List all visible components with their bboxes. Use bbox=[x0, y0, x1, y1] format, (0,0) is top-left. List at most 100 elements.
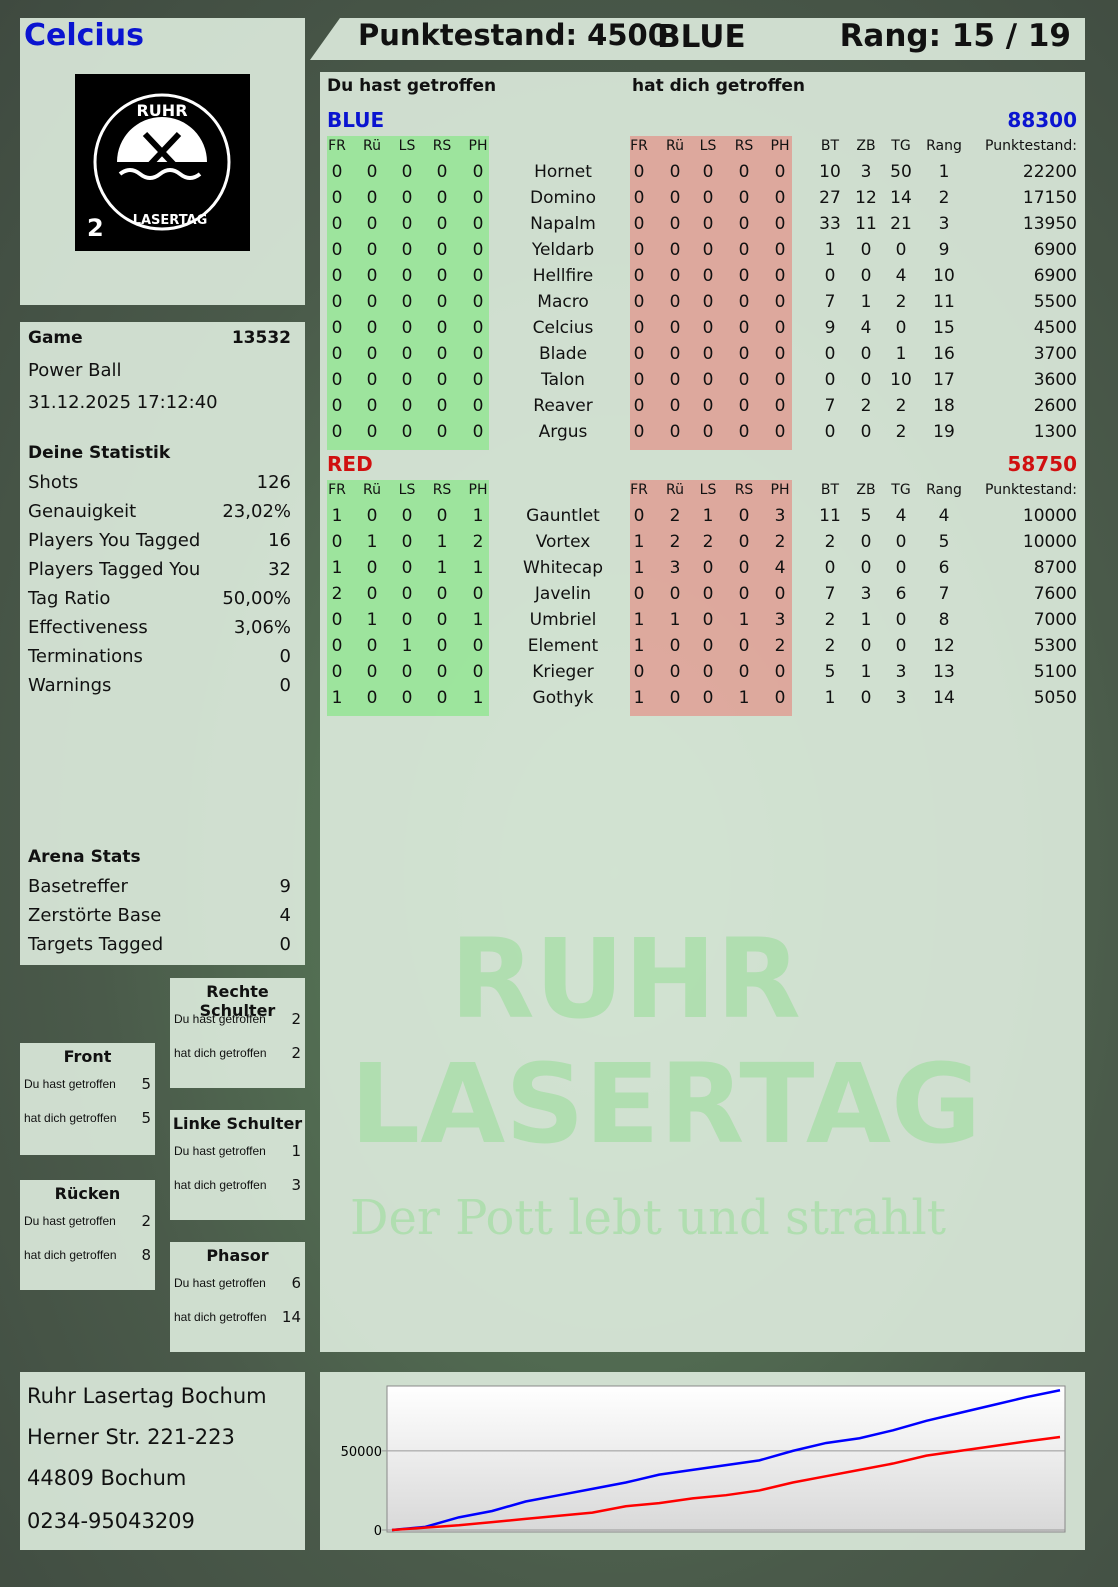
col-header: Rü bbox=[666, 138, 684, 154]
player-name: Celcius bbox=[24, 18, 144, 53]
you-hit-cell: 0 bbox=[436, 688, 448, 708]
you-hit-column-bg bbox=[327, 136, 489, 450]
arena-stat-value: 9 bbox=[279, 876, 291, 897]
col-header: LS bbox=[398, 482, 416, 498]
score-chart: 0 50000 bbox=[341, 1385, 1066, 1539]
you-hit-cell: 0 bbox=[401, 506, 413, 526]
you-hit-cell: 0 bbox=[436, 188, 448, 208]
hit-you-cell: 0 bbox=[774, 214, 786, 234]
player-name-cell: Celcius bbox=[532, 318, 594, 338]
rang-cell: 18 bbox=[933, 396, 955, 416]
player-name-cell: Gothyk bbox=[532, 688, 594, 708]
score-cell: 13950 bbox=[1022, 214, 1077, 234]
hit-you-cell: 3 bbox=[669, 558, 681, 578]
col-header: BT bbox=[820, 138, 840, 154]
zb-cell: 5 bbox=[860, 506, 872, 526]
score-cell: 5500 bbox=[1033, 292, 1077, 312]
col-header: FR bbox=[630, 138, 648, 154]
zb-cell: 0 bbox=[860, 240, 872, 260]
you-hit-cell: 0 bbox=[401, 558, 413, 578]
hit-you-cell: 0 bbox=[774, 370, 786, 390]
chart-panel: 0 50000 bbox=[320, 1372, 1085, 1550]
player-name-cell: Reaver bbox=[533, 396, 593, 416]
hit-you-cell: 1 bbox=[669, 610, 681, 630]
you-hit-cell: 0 bbox=[366, 506, 378, 526]
hit-you-cell: 0 bbox=[669, 584, 681, 604]
player-name-cell: Domino bbox=[530, 188, 596, 208]
team-total: 88300 bbox=[1007, 108, 1077, 132]
game-datetime-text: 31.12.2025 17:12:40 bbox=[28, 392, 218, 413]
you-hit-cell: 0 bbox=[331, 396, 343, 416]
arena-stat-value: 0 bbox=[279, 934, 291, 955]
you-hit-cell: 0 bbox=[436, 610, 448, 630]
player-name-cell: Napalm bbox=[530, 214, 596, 234]
score-cell: 3700 bbox=[1033, 344, 1077, 364]
rang-cell: 13 bbox=[933, 662, 955, 682]
rang-cell: 10 bbox=[933, 266, 955, 286]
stat-row: Effectiveness 3,06% bbox=[28, 617, 291, 638]
you-hit-cell: 0 bbox=[331, 240, 343, 260]
hit-you-column-bg bbox=[630, 480, 792, 716]
you-hit-cell: 0 bbox=[366, 584, 378, 604]
you-hit-cell: 0 bbox=[401, 396, 413, 416]
stat-value: 50,00% bbox=[222, 588, 291, 609]
you-hit-cell: 1 bbox=[472, 506, 484, 526]
col-header: FR bbox=[630, 482, 648, 498]
you-hit-cell: 0 bbox=[472, 370, 484, 390]
tg-cell: 3 bbox=[895, 662, 907, 682]
hit-you-cell: 0 bbox=[669, 370, 681, 390]
you-hit-cell: 0 bbox=[401, 532, 413, 552]
you-hit-cell: 0 bbox=[366, 318, 378, 338]
hit-you-cell: 0 bbox=[633, 584, 645, 604]
hit-you-cell: 0 bbox=[738, 558, 750, 578]
zb-cell: 0 bbox=[860, 370, 872, 390]
tg-cell: 2 bbox=[895, 292, 907, 312]
you-hit-cell: 0 bbox=[366, 558, 378, 578]
col-header: Rang bbox=[926, 482, 962, 498]
hit-you-cell: 0 bbox=[633, 240, 645, 260]
hit-you-cell: 0 bbox=[669, 396, 681, 416]
you-hit-cell: 0 bbox=[436, 396, 448, 416]
hit-you-cell: 0 bbox=[774, 266, 786, 286]
col-header: ZB bbox=[856, 138, 876, 154]
you-hit-value: 1 bbox=[291, 1142, 301, 1160]
you-hit-cell: 0 bbox=[472, 318, 484, 338]
stats-title-text: Deine Statistik bbox=[28, 443, 171, 463]
you-hit-cell: 0 bbox=[436, 292, 448, 312]
col-header: RS bbox=[734, 482, 754, 498]
you-hit-cell: 0 bbox=[401, 662, 413, 682]
col-header: TG bbox=[891, 138, 911, 154]
score-cell: 2600 bbox=[1033, 396, 1077, 416]
player-name-cell: Element bbox=[527, 636, 599, 656]
you-hit-cell: 0 bbox=[472, 396, 484, 416]
tg-cell: 21 bbox=[890, 214, 912, 234]
team-total: 58750 bbox=[1007, 452, 1077, 476]
rang-cell: 4 bbox=[938, 506, 950, 526]
hit-zone-title: Rücken bbox=[54, 1184, 121, 1203]
col-header: Rü bbox=[363, 138, 381, 154]
zb-cell: 1 bbox=[860, 292, 872, 312]
bt-cell: 1 bbox=[824, 240, 836, 260]
you-hit-cell: 1 bbox=[331, 688, 343, 708]
hit-you-cell: 0 bbox=[774, 292, 786, 312]
hit-you-cell: 0 bbox=[633, 214, 645, 234]
you-hit-value: 6 bbox=[291, 1274, 301, 1292]
zb-cell: 0 bbox=[860, 688, 872, 708]
zb-cell: 12 bbox=[855, 188, 877, 208]
hit-you-cell: 1 bbox=[633, 558, 645, 578]
col-header: RS bbox=[432, 138, 452, 154]
hit-you-cell: 1 bbox=[702, 506, 714, 526]
player-name-cell: Hellfire bbox=[532, 266, 594, 286]
hit-you-cell: 0 bbox=[633, 506, 645, 526]
svg-text:2: 2 bbox=[87, 214, 104, 242]
you-hit-cell: 0 bbox=[366, 422, 378, 442]
player-name-cell: Macro bbox=[537, 292, 589, 312]
arena-stat-label: Basetreffer bbox=[28, 876, 128, 897]
stat-label: Genauigkeit bbox=[28, 501, 137, 522]
arena-stat-label: Zerstörte Base bbox=[28, 905, 162, 926]
you-hit-cell: 2 bbox=[472, 532, 484, 552]
zb-cell: 4 bbox=[860, 318, 872, 338]
hit-zone-title: Front bbox=[63, 1047, 112, 1066]
y-tick-label: 50000 bbox=[341, 1445, 382, 1460]
hit-you-cell: 0 bbox=[702, 344, 714, 364]
